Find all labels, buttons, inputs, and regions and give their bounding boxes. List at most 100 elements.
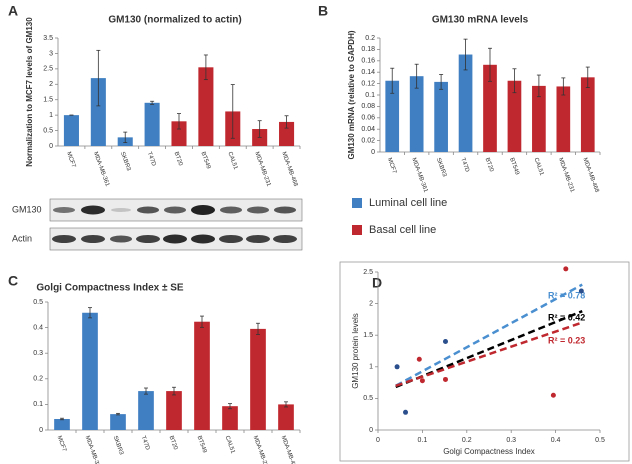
x-tick-label: 0.2 — [462, 437, 472, 444]
error-bar — [177, 113, 181, 130]
chart-title: GM130 mRNA levels — [432, 15, 529, 26]
bar — [532, 85, 546, 152]
bar — [434, 81, 448, 152]
y-tick-label: 0 — [39, 427, 43, 434]
blot-band — [163, 234, 187, 244]
blot-label: Actin — [12, 233, 32, 243]
error-bar — [172, 386, 176, 396]
r-squared-label: R² = 0.23 — [548, 335, 585, 345]
x-tick-label: BT20 — [168, 435, 179, 451]
bar — [110, 414, 126, 430]
point — [419, 378, 425, 384]
chart-title: Golgi Compactness Index ± SE — [36, 283, 184, 294]
y-axis-title: GM130 protein levels — [351, 313, 360, 389]
x-tick-label: MCF7 — [65, 151, 76, 169]
y-tick-label: 0.3 — [33, 350, 43, 357]
bar — [138, 391, 154, 430]
error-bar — [230, 84, 235, 139]
bar — [556, 86, 571, 152]
x-tick-label: BT549 — [508, 157, 520, 176]
error-bar — [536, 74, 541, 98]
blot-band — [191, 205, 215, 215]
error-bar — [414, 63, 419, 89]
x-tick-label: MDA-MB-468 — [280, 151, 298, 188]
blot-band — [136, 235, 160, 243]
x-tick-label: BT549 — [196, 435, 208, 454]
trend-line — [395, 310, 583, 389]
trend-line — [395, 283, 583, 387]
y-tick-label: 1 — [369, 364, 373, 371]
blot-band — [247, 206, 269, 214]
x-tick-label: 0.3 — [506, 437, 516, 444]
bar — [409, 76, 424, 152]
error-bar — [123, 131, 128, 144]
x-tick-label: CAL51 — [226, 151, 238, 171]
error-bar — [150, 100, 155, 105]
blot-band — [274, 206, 296, 214]
y-tick-label: 0.08 — [361, 103, 375, 110]
x-tick-label: CAL51 — [224, 435, 236, 455]
x-tick-label: MDA-MB-361 — [84, 435, 102, 464]
bar — [222, 406, 238, 430]
error-bar — [228, 403, 232, 410]
y-tick-label: 1 — [49, 112, 53, 119]
error-bar — [200, 315, 204, 328]
x-tick-label: BT549 — [200, 151, 212, 170]
x-tick-label: MDA-MB-468 — [280, 435, 298, 464]
point — [442, 339, 448, 345]
panel-letter: A — [8, 3, 18, 19]
x-tick-label: MDA-MB-468 — [581, 157, 599, 194]
x-tick-label: SKBR3 — [435, 157, 448, 178]
y-tick-label: 0.1 — [33, 401, 43, 408]
blot-band — [273, 235, 297, 243]
error-bar — [284, 401, 288, 408]
error-bar — [284, 115, 289, 129]
y-tick-label: 0.06 — [361, 115, 375, 122]
trend-line — [395, 321, 583, 387]
legend-label: Basal cell line — [369, 224, 436, 236]
x-tick-label: SKBR3 — [119, 151, 132, 172]
x-tick-label: SKBR3 — [112, 435, 125, 456]
blot-band — [137, 206, 159, 214]
r-squared-label: R² = 0.78 — [548, 290, 585, 300]
y-tick-label: 2 — [369, 300, 373, 307]
error-bar — [512, 68, 517, 94]
y-tick-label: 0.1 — [365, 92, 375, 99]
bar — [82, 312, 98, 430]
blot-band — [81, 235, 105, 243]
bar — [385, 80, 400, 152]
error-bar — [561, 77, 566, 96]
x-tick-label: MDA-MB-231 — [557, 157, 575, 194]
x-tick-label: 0.5 — [595, 437, 605, 444]
error-bar — [257, 120, 262, 138]
y-tick-label: 0.18 — [361, 46, 375, 53]
panel-letter: C — [8, 273, 18, 289]
panel-letter: D — [372, 275, 382, 291]
x-tick-label: BT20 — [173, 151, 184, 167]
panel-letter: B — [318, 3, 328, 19]
blot-label: GM130 — [12, 204, 42, 214]
y-tick-label: 0.12 — [361, 80, 375, 87]
x-tick-label: MDA-MB-361 — [92, 151, 110, 188]
y-tick-label: 0.04 — [361, 126, 375, 133]
western-blot: GM130 Actin — [12, 198, 303, 251]
y-tick-label: 0.14 — [361, 69, 375, 76]
blot-band — [219, 235, 243, 243]
point — [403, 409, 409, 415]
r-squared-label: R² = 0.42 — [548, 312, 585, 322]
panel-frame — [339, 261, 630, 462]
bar — [458, 54, 473, 152]
y-tick-label: 0.5 — [33, 299, 43, 306]
error-bar — [463, 38, 468, 71]
legend-label: Luminal cell line — [369, 197, 447, 209]
error-bar — [116, 412, 120, 416]
x-tick-label: T47D — [459, 157, 470, 173]
blot-band — [191, 234, 215, 244]
point — [578, 288, 584, 294]
y-tick-label: 1.5 — [363, 332, 373, 339]
bar — [63, 115, 79, 146]
y-tick-label: 0 — [49, 143, 53, 150]
bar — [198, 67, 214, 146]
point — [550, 392, 556, 398]
y-axis-title: GM130 mRNA (relative to GAPDH) — [347, 30, 356, 159]
